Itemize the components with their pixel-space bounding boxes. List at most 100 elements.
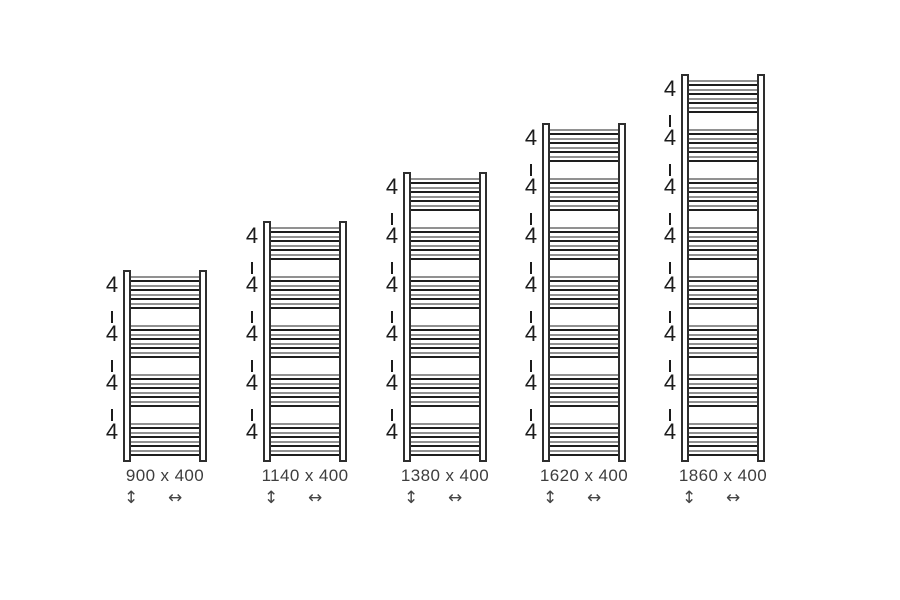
radiator-left-rail: [123, 270, 131, 462]
group-count-label: 4: [663, 419, 677, 444]
group-separator-tick: [668, 409, 672, 421]
tube: [550, 129, 618, 135]
group-separator-tick: [668, 262, 672, 274]
tube: [550, 138, 618, 144]
tube: [550, 178, 618, 184]
tube: [411, 423, 479, 429]
radiator: [681, 74, 765, 462]
tube: [411, 383, 479, 389]
tube: [689, 98, 757, 104]
tube: [689, 423, 757, 429]
tube: [411, 334, 479, 340]
group-count-label: 4: [245, 370, 259, 395]
group-count-label: 4: [245, 223, 259, 248]
group-count-label: 4: [524, 272, 538, 297]
tube: [550, 334, 618, 340]
tube: [271, 450, 339, 456]
tube: [131, 392, 199, 398]
tube: [131, 294, 199, 300]
tube: [411, 196, 479, 202]
radiator: [542, 123, 626, 462]
group-count-label: 4: [663, 272, 677, 297]
group-count-label: 4: [524, 370, 538, 395]
tube: [271, 423, 339, 429]
tube-group: [689, 374, 757, 407]
radiator-right-rail: [479, 172, 487, 462]
tube: [689, 178, 757, 184]
tube: [689, 343, 757, 349]
tube: [271, 227, 339, 233]
tube: [271, 441, 339, 447]
group-count-label: 4: [105, 272, 119, 297]
tube-group: [131, 325, 199, 358]
tube: [411, 432, 479, 438]
tube: [131, 334, 199, 340]
tube: [411, 254, 479, 260]
tube-group: [689, 129, 757, 162]
tube: [689, 129, 757, 135]
group-separator-tick: [529, 311, 533, 323]
tube: [689, 89, 757, 95]
tube: [411, 325, 479, 331]
tube: [271, 245, 339, 251]
tube-group: [689, 325, 757, 358]
tube: [550, 343, 618, 349]
tube-group: [411, 227, 479, 260]
dimension-arrows-row: ↕ ↔: [245, 489, 365, 509]
group-count-label: 4: [385, 272, 399, 297]
tube: [271, 276, 339, 282]
tube: [131, 352, 199, 358]
tube: [131, 303, 199, 309]
radiator-right-rail: [757, 74, 765, 462]
tube: [689, 227, 757, 233]
radiator: [263, 221, 347, 462]
group-separator-tick: [250, 360, 254, 372]
tube: [411, 352, 479, 358]
tube: [689, 205, 757, 211]
tube: [131, 441, 199, 447]
tube: [271, 352, 339, 358]
group-separator-tick: [668, 115, 672, 127]
tube: [550, 401, 618, 407]
group-count-label: 4: [385, 321, 399, 346]
tube: [689, 334, 757, 340]
group-count-annotation-column: 4 4 4 4: [102, 270, 122, 462]
group-count-label: 4: [663, 125, 677, 150]
height-arrow-icon: ↕: [124, 488, 139, 508]
group-separator-tick: [668, 360, 672, 372]
tube: [271, 334, 339, 340]
group-separator-tick: [529, 360, 533, 372]
tube: [411, 374, 479, 380]
tube: [689, 196, 757, 202]
radiator-left-rail: [263, 221, 271, 462]
tube: [271, 392, 339, 398]
radiator-left-rail: [681, 74, 689, 462]
group-count-label: 4: [663, 223, 677, 248]
radiator-right-rail: [618, 123, 626, 462]
tube: [131, 450, 199, 456]
radiator-left-rail: [403, 172, 411, 462]
height-arrow-icon: ↕: [543, 488, 558, 508]
tube: [550, 392, 618, 398]
group-count-label: 4: [385, 174, 399, 199]
tube: [271, 383, 339, 389]
size-label: 900 x 400: [125, 466, 205, 485]
dimension-arrows-row: ↕ ↔: [663, 489, 783, 509]
tube: [550, 147, 618, 153]
group-count-annotation-column: 4 4 4 4 4 4 4: [521, 123, 541, 462]
tube: [271, 343, 339, 349]
tube: [689, 245, 757, 251]
tube: [131, 423, 199, 429]
tube: [411, 187, 479, 193]
width-arrow-icon: ↔: [308, 488, 323, 508]
tube: [689, 276, 757, 282]
group-count-label: 4: [245, 272, 259, 297]
tube: [411, 285, 479, 291]
tube: [411, 178, 479, 184]
tube: [131, 401, 199, 407]
tube: [550, 196, 618, 202]
tube: [271, 254, 339, 260]
group-separator-tick: [529, 213, 533, 225]
group-count-label: 4: [385, 419, 399, 444]
tube: [131, 374, 199, 380]
